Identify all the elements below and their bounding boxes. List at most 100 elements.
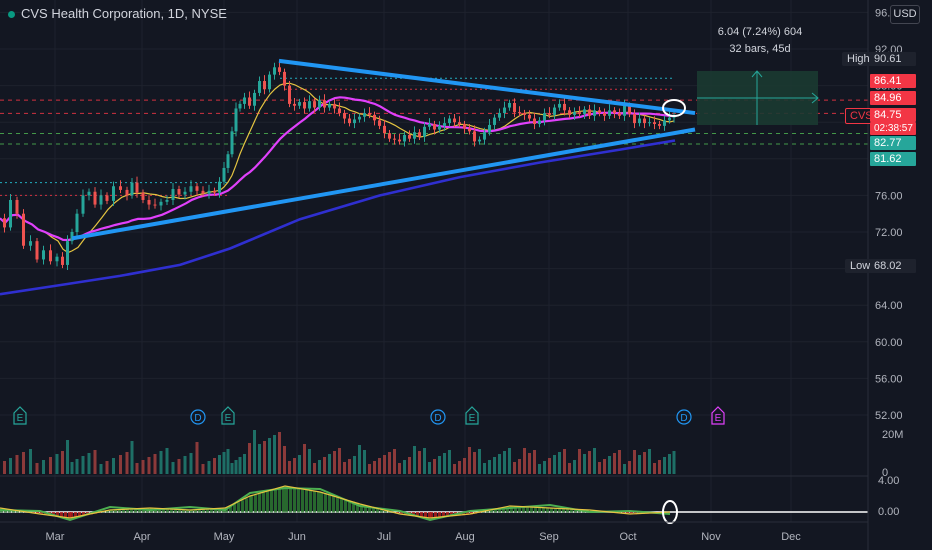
volume-bar xyxy=(553,455,556,474)
dividend-marker[interactable]: D xyxy=(676,409,692,425)
volume-bar xyxy=(603,459,606,474)
symbol-title[interactable]: CVS Health Corporation, 1D, NYSE xyxy=(8,6,227,21)
candle-body xyxy=(458,122,461,125)
candle-body xyxy=(463,124,466,129)
volume-bar xyxy=(9,458,12,474)
oscillator-histogram-bar xyxy=(241,500,244,513)
candle-body xyxy=(598,110,601,114)
oscillator-histogram-bar xyxy=(130,509,133,513)
volume-bar xyxy=(363,450,366,474)
oscillator-histogram-bar xyxy=(16,510,19,513)
volume-tick-label: 0 xyxy=(882,467,888,479)
earnings-marker[interactable]: E xyxy=(221,406,235,425)
volume-bar xyxy=(628,461,631,474)
volume-bar xyxy=(308,449,311,474)
oscillator-histogram-bar xyxy=(626,512,629,515)
price-tick-label: 64.00 xyxy=(875,300,903,312)
trendlines[interactable] xyxy=(71,58,696,241)
candle-body xyxy=(588,109,591,116)
oscillator-histogram-bar xyxy=(466,512,469,515)
dividend-marker[interactable]: D xyxy=(190,409,206,425)
oscillator-histogram-bar xyxy=(36,512,39,514)
volume-bar xyxy=(263,441,266,474)
volume-bar xyxy=(528,453,531,474)
candle-body xyxy=(333,103,336,109)
oscillator-histogram-bar xyxy=(344,499,347,513)
candle-body xyxy=(55,256,59,262)
oscillator-histogram-bar xyxy=(380,509,383,513)
candle-body xyxy=(628,105,631,114)
lower-trendline[interactable] xyxy=(71,127,696,241)
oscillator-histogram-bar xyxy=(289,486,292,513)
dividend-marker[interactable]: D xyxy=(430,409,446,425)
candle-body xyxy=(15,199,19,214)
moving-averages xyxy=(0,82,676,296)
oscillator-histogram-bar xyxy=(158,508,161,513)
oscillator-histogram-bar xyxy=(462,512,465,516)
volume-bar xyxy=(608,456,611,474)
candle-body xyxy=(558,103,561,108)
candle-body xyxy=(408,135,411,139)
volume-bar xyxy=(548,458,551,474)
candle-body xyxy=(668,117,671,121)
volume-bar xyxy=(273,435,276,474)
volume-bar xyxy=(463,458,466,474)
oscillator-histogram-bar xyxy=(562,508,565,513)
oscillator-histogram-bar xyxy=(328,494,331,513)
ma-mid-line xyxy=(0,96,675,242)
candle-body xyxy=(49,250,52,262)
oscillator-histogram-bar xyxy=(190,510,193,513)
candle-body xyxy=(583,109,586,114)
candle-body xyxy=(533,118,536,125)
earnings-marker-shape xyxy=(221,406,235,425)
candle-body xyxy=(318,100,321,108)
oscillator-histogram-bar xyxy=(522,506,525,513)
oscillator-histogram-bar xyxy=(526,506,529,513)
candle-body xyxy=(218,181,221,193)
candle-body xyxy=(613,110,616,114)
candle-body xyxy=(618,113,621,116)
candle-body xyxy=(553,107,556,115)
upper-trendline[interactable] xyxy=(278,58,696,116)
volume-bar xyxy=(408,457,411,474)
volume-bar xyxy=(230,463,234,474)
candle-body xyxy=(433,124,436,130)
candle-body xyxy=(298,102,301,106)
event-marker-letter: D xyxy=(680,413,687,424)
oscillator-histogram-bar xyxy=(68,512,71,519)
volume-bar xyxy=(213,458,216,474)
earnings-marker[interactable]: E xyxy=(711,406,725,425)
time-tick-label: Mar xyxy=(46,531,65,543)
volume-bar xyxy=(353,456,356,474)
time-tick-label: Nov xyxy=(701,531,721,543)
earnings-marker[interactable]: E xyxy=(465,406,479,425)
last-price-label: 84.75 xyxy=(870,108,916,122)
earnings-marker[interactable]: E xyxy=(13,406,27,425)
candle-body xyxy=(87,191,91,196)
volume-bar xyxy=(663,457,666,474)
candle-body xyxy=(313,101,316,108)
volume-bar xyxy=(623,464,626,474)
oscillator xyxy=(0,485,868,524)
volume-bars xyxy=(3,430,676,474)
oscillator-histogram-bar xyxy=(210,508,213,513)
oscillator-histogram-bar xyxy=(420,512,423,518)
oscillator-histogram-bar xyxy=(106,510,109,513)
candle-body xyxy=(183,191,187,195)
volume-bar xyxy=(135,463,139,474)
candle-body xyxy=(438,125,441,130)
candle-body xyxy=(253,92,256,106)
oscillator-histogram-bar xyxy=(186,509,189,513)
candle-body xyxy=(189,186,193,192)
currency-button[interactable]: USD xyxy=(890,5,920,24)
volume-bar xyxy=(171,462,175,474)
volume-bar xyxy=(55,454,59,474)
candle-body xyxy=(230,131,234,155)
candle-body xyxy=(222,167,226,182)
candle-body xyxy=(243,97,246,104)
time-axis[interactable]: Mar Apr May Jun Jul Aug Sep Oct Nov Dec xyxy=(46,531,802,543)
volume-bar xyxy=(658,460,661,474)
high-word-label: High xyxy=(842,52,875,66)
